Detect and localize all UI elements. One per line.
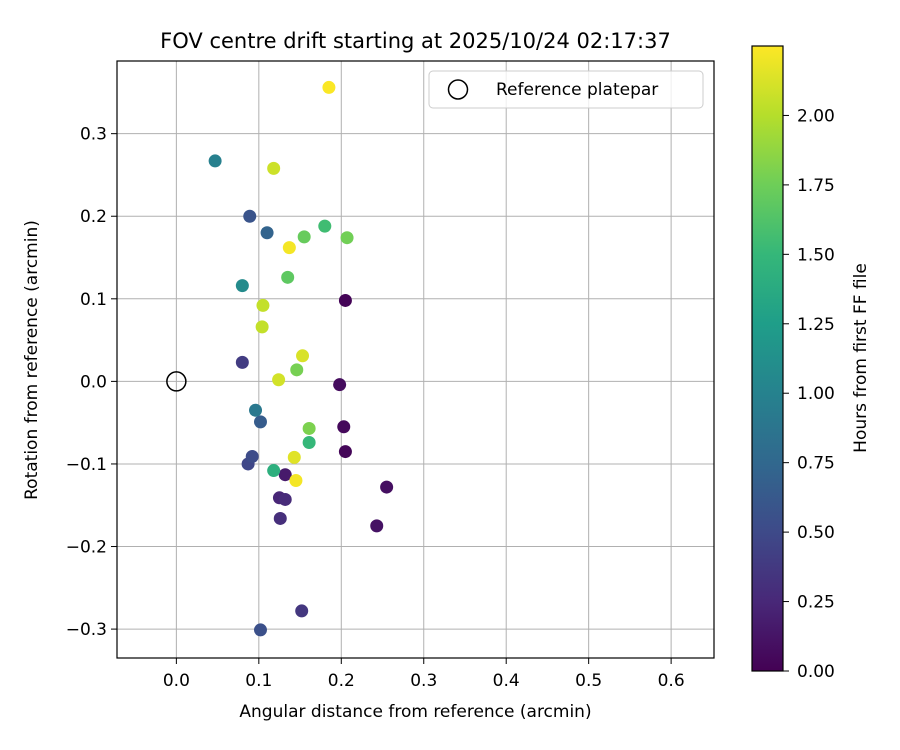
- colorbar-tick-label: 1.75: [797, 176, 835, 196]
- scatter-point: [255, 320, 269, 334]
- colorbar-tick-label: 0.25: [797, 593, 835, 613]
- scatter-point: [370, 519, 384, 533]
- legend-entry-reference-platepar: Reference platepar: [496, 80, 658, 100]
- x-tick-label: 0.4: [493, 671, 520, 691]
- x-tick-label: 0.6: [658, 671, 685, 691]
- legend: Reference platepar: [428, 70, 704, 109]
- colorbar-tick-label: 1.25: [797, 315, 835, 335]
- scatter-point: [253, 415, 267, 429]
- scatter-point: [253, 623, 267, 637]
- x-axis-title: Angular distance from reference (arcmin): [239, 702, 591, 722]
- x-tick-label: 0.2: [328, 671, 355, 691]
- reference-point-marker: [166, 371, 187, 392]
- colorbar-label: Hours from first FF file: [851, 263, 871, 453]
- x-axis-ticks: 0.0 0.1 0.2 0.3 0.4 0.5 0.6: [163, 658, 685, 691]
- scatter-point: [340, 231, 354, 245]
- scatter-point: [296, 349, 310, 363]
- scatter-point: [249, 403, 263, 417]
- colorbar-gradient: [751, 45, 784, 672]
- scatter-point: [278, 492, 292, 506]
- scatter-point: [333, 378, 347, 392]
- colorbar-tick-label: 1.00: [797, 384, 835, 404]
- scatter-point: [338, 293, 352, 307]
- scatter-point: [235, 355, 249, 369]
- y-tick-label: −0.3: [66, 620, 107, 640]
- scatter-point: [272, 373, 286, 387]
- scatter-point: [318, 219, 332, 233]
- grid-lines: [117, 61, 714, 658]
- scatter-point: [243, 209, 257, 223]
- scatter-point: [290, 363, 304, 377]
- y-axis-title: Rotation from reference (arcmin): [22, 220, 42, 500]
- colorbar-tick-label: 0.00: [797, 662, 835, 682]
- scatter-point: [282, 241, 296, 255]
- x-tick-label: 0.5: [575, 671, 602, 691]
- colorbar-tick-label: 2.00: [797, 106, 835, 126]
- scatter-point: [278, 468, 292, 482]
- scatter-point: [260, 226, 274, 240]
- y-tick-label: 0.0: [80, 372, 107, 392]
- x-tick-label: 0.3: [410, 671, 437, 691]
- x-tick-label: 0.1: [245, 671, 272, 691]
- colorbar-ticks: 0.00 0.25 0.50 0.75 1.00 1.25 1.50 1.75 2.00: [783, 106, 835, 682]
- y-tick-label: 0.3: [80, 125, 107, 145]
- x-tick-label: 0.0: [163, 671, 190, 691]
- scatter-point: [267, 464, 281, 478]
- y-tick-label: 0.1: [80, 290, 107, 310]
- scatter-point: [337, 420, 351, 434]
- plot-frame: [116, 60, 715, 659]
- scatter-point: [267, 161, 281, 175]
- scatter-point: [302, 421, 316, 435]
- chart-title: FOV centre drift starting at 2025/10/24 …: [160, 29, 671, 53]
- scatter-point: [208, 154, 222, 168]
- scatter-point: [289, 473, 303, 487]
- y-tick-label: −0.1: [66, 455, 107, 475]
- scatter-point: [273, 511, 287, 525]
- scatter-point: [235, 279, 249, 293]
- scatter-point: [287, 450, 301, 464]
- y-axis-ticks: −0.3 −0.2 −0.1 0.0 0.1 0.2 0.3: [66, 125, 117, 640]
- scatter-point: [295, 604, 309, 618]
- plot-area: 0.0 0.1 0.2 0.3 0.4 0.5 0.6 −0.3 −0.2 −0.1 0.0 0.1…: [66, 60, 715, 691]
- colorbar-tick-label: 0.50: [797, 523, 835, 543]
- data-points: [208, 80, 394, 637]
- scatter-point: [322, 80, 336, 94]
- y-tick-label: 0.2: [80, 207, 107, 227]
- scatter-point: [245, 450, 259, 464]
- scatter-point: [256, 298, 270, 312]
- legend-box: [428, 70, 704, 109]
- colorbar: 0.00 0.25 0.50 0.75 1.00 1.25 1.50 1.75 2.00 Hou…: [751, 45, 871, 682]
- scatter-point: [302, 435, 316, 449]
- y-tick-label: −0.2: [66, 538, 107, 558]
- colorbar-tick-label: 1.50: [797, 245, 835, 265]
- scatter-point: [281, 270, 295, 284]
- scatter-point: [297, 230, 311, 244]
- scatter-point: [338, 445, 352, 459]
- scatter-point: [380, 480, 394, 494]
- colorbar-tick-label: 0.75: [797, 454, 835, 474]
- legend-marker-icon: [447, 79, 469, 100]
